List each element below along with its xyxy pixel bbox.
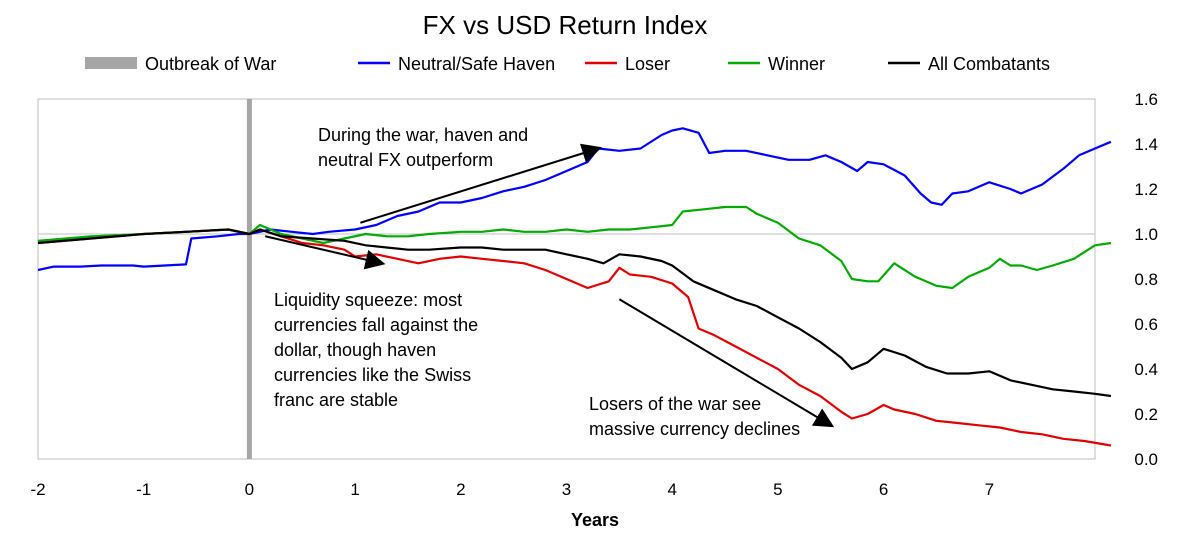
x-axis: -2 -1 0 1 2 3 4 5 6 7	[30, 480, 994, 499]
annotation-text-line: Liquidity squeeze: most	[274, 290, 462, 310]
series-line-winner	[37, 205, 1112, 290]
series-line-all-combatants	[37, 228, 1112, 398]
legend-label-all-combatants: All Combatants	[928, 54, 1050, 74]
y-tick-label: 0.8	[1134, 270, 1158, 289]
annotation-text-line: During the war, haven and	[318, 125, 528, 145]
x-tick-label: 4	[667, 480, 676, 499]
y-tick-label: 0.4	[1134, 360, 1158, 379]
legend-label-loser: Loser	[625, 54, 670, 74]
y-tick-label: 1.6	[1134, 90, 1158, 109]
annotation-1: During the war, haven and neutral FX outp…	[318, 125, 603, 224]
legend-label-winner: Winner	[768, 54, 825, 74]
x-axis-label: Years	[571, 510, 619, 530]
x-tick-label: 2	[456, 480, 465, 499]
y-tick-label: 0.6	[1134, 315, 1158, 334]
x-tick-label: 3	[562, 480, 571, 499]
annotation-text-line: currencies fall against the	[274, 315, 478, 335]
y-tick-label: 1.0	[1134, 225, 1158, 244]
y-axis: 0.0 0.2 0.4 0.6 0.8 1.0 1.2 1.4 1.6	[1134, 90, 1158, 469]
legend-label-neutral-safe-haven: Neutral/Safe Haven	[398, 54, 555, 74]
x-tick-label: 5	[773, 480, 782, 499]
annotation-arrow	[618, 298, 835, 428]
reference-lines	[38, 99, 1095, 459]
x-tick-label: 1	[350, 480, 359, 499]
plot-area	[37, 98, 1096, 460]
annotation-arrow	[360, 143, 603, 224]
series-group	[37, 127, 1112, 447]
plot-border	[37, 98, 1096, 460]
annotations: During the war, haven and neutral FX outp…	[265, 125, 835, 439]
annotation-text-line: massive currency declines	[589, 419, 800, 439]
annotation-text-line: currencies like the Swiss	[274, 365, 471, 385]
annotation-arrow	[265, 235, 386, 270]
legend: Outbreak of War Neutral/Safe Haven Loser Wi…	[85, 54, 1050, 74]
x-tick-label: 6	[879, 480, 888, 499]
series-line-neutral-safe-haven	[37, 127, 1112, 272]
legend-swatch-outbreak-of-war	[85, 57, 137, 69]
y-tick-label: 0.2	[1134, 405, 1158, 424]
x-tick-label: -1	[136, 480, 151, 499]
annotation-text-line: dollar, though haven	[274, 340, 436, 360]
annotation-3: Losers of the war see massive currency de…	[589, 298, 835, 439]
annotation-text-line: neutral FX outperform	[318, 150, 493, 170]
x-tick-label: 0	[245, 480, 254, 499]
annotation-text-line: Losers of the war see	[589, 394, 761, 414]
legend-label-outbreak-of-war: Outbreak of War	[145, 54, 276, 74]
annotation-text-line: franc are stable	[274, 390, 398, 410]
y-tick-label: 1.2	[1134, 180, 1158, 199]
y-tick-label: 0.0	[1134, 450, 1158, 469]
annotation-2: Liquidity squeeze: most currencies fall a…	[265, 235, 478, 410]
series-line-loser	[37, 228, 1112, 447]
x-tick-label: -2	[30, 480, 45, 499]
y-tick-label: 1.4	[1134, 135, 1158, 154]
x-tick-label: 7	[985, 480, 994, 499]
chart-title: FX vs USD Return Index	[423, 10, 708, 40]
